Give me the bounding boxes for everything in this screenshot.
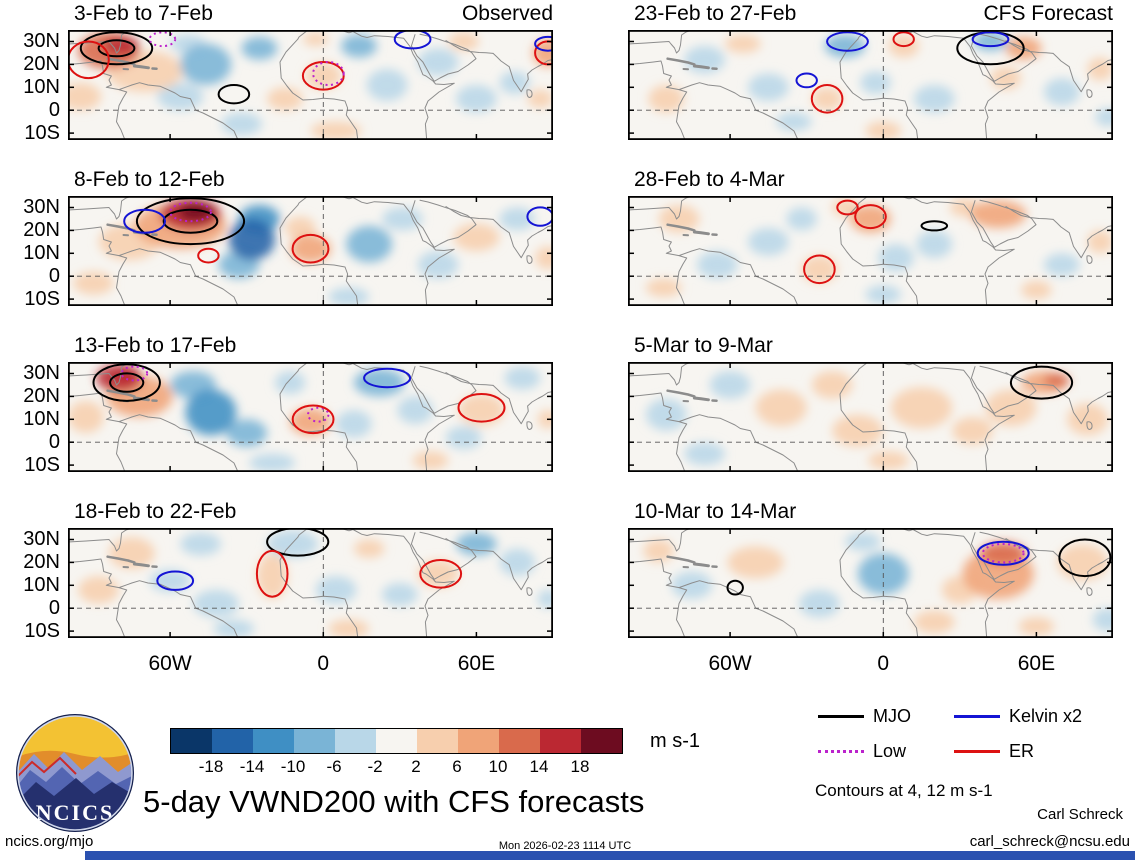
- panel-title: 18-Feb to 22-Feb: [74, 500, 237, 523]
- legend-label-mjo: MJO: [873, 706, 911, 726]
- colorbar-segment: [581, 729, 622, 753]
- colorbar-segment: [499, 729, 540, 753]
- column-label: Observed: [461, 2, 553, 25]
- lat-tick-label: 10S: [24, 288, 60, 311]
- panel-title: 3-Feb to 7-Feb: [74, 2, 213, 25]
- panel-title: 5-Mar to 9-Mar: [634, 334, 773, 357]
- colorbar-tick-label: 6: [452, 757, 462, 776]
- legend-item-mjo: MJO: [818, 706, 954, 727]
- colorbar-tick-label: 2: [411, 757, 421, 776]
- legend-item-er: ER: [954, 741, 1124, 762]
- map-panel: [68, 196, 553, 306]
- legend-label-low: Low: [873, 741, 907, 761]
- colorbar-segment: [171, 729, 212, 753]
- lat-tick-label: 20N: [23, 53, 60, 76]
- colorbar-tick-label: -2: [367, 757, 383, 776]
- lat-tick-label: 30N: [23, 30, 60, 53]
- lat-tick-label: 0: [48, 265, 60, 288]
- map-panel: [628, 30, 1113, 140]
- colorbar-tick-label: 18: [570, 757, 590, 776]
- lat-tick-label: 10N: [23, 408, 60, 431]
- ncics-logo: NCICS: [14, 712, 136, 839]
- legend-item-kelvin: Kelvin x2: [954, 706, 1124, 727]
- map-panel: [68, 528, 553, 638]
- colorbar-tick-labels: -18 -14 -10 -6 -2 2 6 10 14 18: [170, 757, 621, 777]
- panel-title: 23-Feb to 27-Feb: [634, 2, 797, 25]
- contour-legend: MJO Kelvin x2 Low ER: [818, 706, 1124, 762]
- legend-label-er: ER: [1009, 741, 1035, 761]
- figure-title: 5-day VWND200 with CFS forecasts: [143, 784, 645, 819]
- panel-title: 13-Feb to 17-Feb: [74, 334, 237, 357]
- lat-tick-label: 10S: [24, 454, 60, 477]
- lon-tick-label: 60W: [708, 652, 752, 675]
- bottom-bar: [85, 851, 1135, 860]
- author-credit: Carl Schreck: [1037, 806, 1123, 823]
- lat-tick-label: 20N: [23, 551, 60, 574]
- lat-tick-label: 30N: [23, 528, 60, 551]
- panel-title: 8-Feb to 12-Feb: [74, 168, 225, 191]
- timestamp: Mon 2026-02-23 1114 UTC: [498, 840, 632, 852]
- colorbar-units-label: m s-1: [650, 730, 700, 752]
- colorbar-tick-label: 10: [488, 757, 508, 776]
- er-line-sample: [954, 750, 1000, 753]
- colorbar-segment: [212, 729, 253, 753]
- colorbar-segment: [540, 729, 581, 753]
- column-label: CFS Forecast: [983, 2, 1113, 25]
- lat-tick-label: 10N: [23, 242, 60, 265]
- colorbar-segment: [376, 729, 417, 753]
- lat-tick-label: 10S: [24, 122, 60, 145]
- lat-tick-label: 20N: [23, 219, 60, 242]
- colorbar-tick-label: -6: [326, 757, 342, 776]
- lat-tick-label: 0: [48, 99, 60, 122]
- ncics-logo-image: NCICS: [16, 714, 134, 832]
- map-panel: [68, 362, 553, 472]
- colorbar-segment: [335, 729, 376, 753]
- map-panel: [628, 196, 1113, 306]
- panel-title: 10-Mar to 14-Mar: [634, 500, 797, 523]
- colorbar-segment: [253, 729, 294, 753]
- colorbar-segment: [294, 729, 335, 753]
- map-panel: [628, 362, 1113, 472]
- legend-label-kelvin: Kelvin x2: [1009, 706, 1083, 726]
- lon-tick-label: 60E: [1017, 652, 1056, 675]
- lat-tick-label: 0: [48, 431, 60, 454]
- colorbar: [170, 728, 623, 754]
- lat-tick-label: 10N: [23, 76, 60, 99]
- lat-tick-label: 30N: [23, 196, 60, 219]
- kelvin-line-sample: [954, 715, 1000, 718]
- lat-tick-label: 0: [48, 597, 60, 620]
- logo-ring: [17, 715, 133, 831]
- colorbar-segment: [458, 729, 499, 753]
- lon-tick-label: 0: [317, 652, 330, 675]
- colorbar-tick-label: -18: [198, 757, 224, 776]
- lat-tick-label: 30N: [23, 362, 60, 385]
- mjo-line-sample: [818, 715, 864, 718]
- low-line-sample: [818, 750, 864, 753]
- contours-note: Contours at 4, 12 m s-1: [815, 781, 993, 800]
- lon-tick-label: 60E: [457, 652, 496, 675]
- email-credit: carl_schreck@ncsu.edu: [969, 833, 1130, 850]
- lat-tick-label: 10S: [24, 620, 60, 643]
- lat-tick-label: 20N: [23, 385, 60, 408]
- legend-item-low: Low: [818, 741, 954, 762]
- lon-tick-label: 60W: [148, 652, 192, 675]
- lon-tick-label: 0: [877, 652, 890, 675]
- colorbar-tick-label: -14: [239, 757, 265, 776]
- site-link: ncics.org/mjo: [5, 833, 94, 850]
- colorbar-tick-label: 14: [529, 757, 549, 776]
- colorbar-tick-label: -10: [280, 757, 306, 776]
- lat-tick-label: 10N: [23, 574, 60, 597]
- colorbar-segment: [417, 729, 458, 753]
- logo-text: NCICS: [36, 800, 114, 825]
- panel-title: 28-Feb to 4-Mar: [634, 168, 785, 191]
- map-panel: [628, 528, 1113, 638]
- map-panel: [68, 30, 553, 140]
